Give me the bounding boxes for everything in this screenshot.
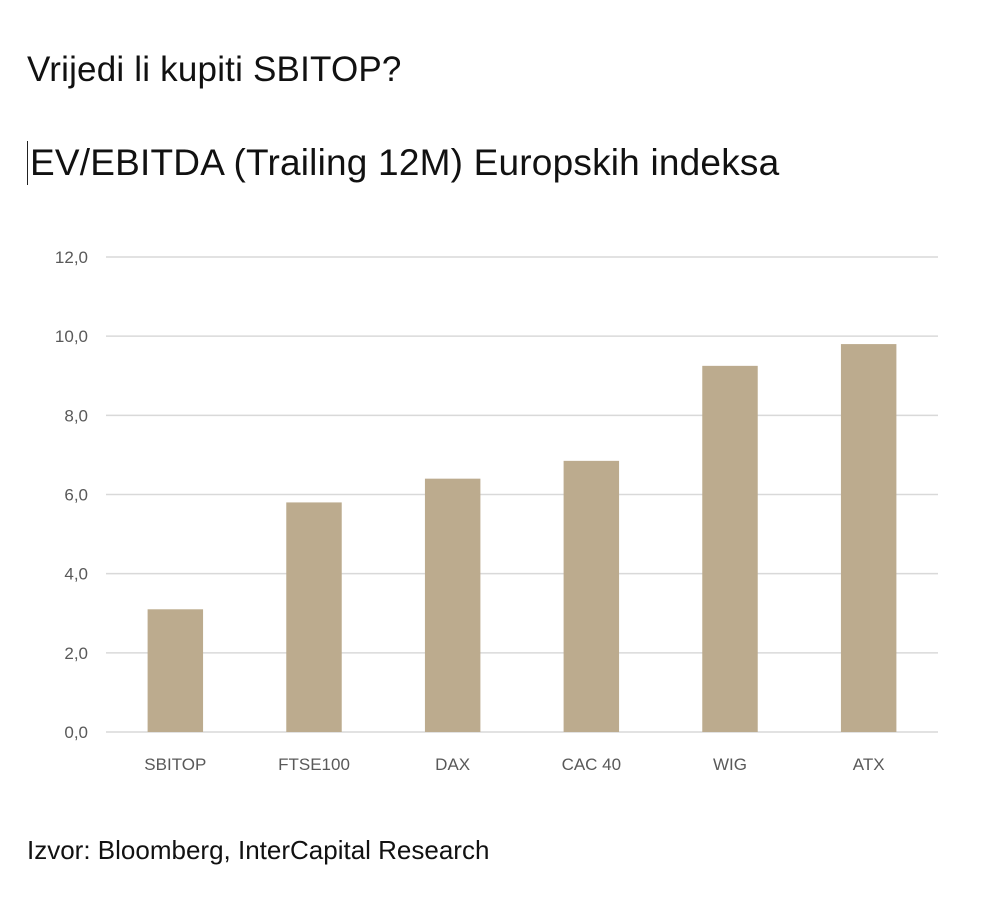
gridlines: [106, 256, 938, 733]
x-tick-label: FTSE100: [278, 755, 350, 774]
x-tick-label: SBITOP: [144, 755, 206, 774]
page-title: Vrijedi li kupiti SBITOP?: [27, 50, 402, 89]
y-axis-tick-labels: 0,0 2,0 4,0 6,0 8,0 10,0 12,0: [55, 248, 88, 742]
source-note: Izvor: Bloomberg, InterCapital Research: [27, 835, 490, 865]
bars: [147, 344, 897, 732]
x-axis-tick-labels: SBITOP FTSE100 DAX CAC 40 WIG ATX: [144, 755, 884, 774]
x-tick-label: CAC 40: [562, 755, 622, 774]
bar-ftse100: [286, 502, 342, 732]
bar-wig: [702, 365, 758, 732]
y-tick-label: 8,0: [64, 406, 88, 425]
text-cursor: [27, 141, 28, 186]
x-tick-label: DAX: [435, 755, 470, 774]
y-tick-label: 6,0: [64, 486, 88, 505]
y-tick-label: 10,0: [55, 327, 88, 346]
bar-cac-40: [563, 460, 620, 732]
bar-chart: 0,0 2,0 4,0 6,0 8,0 10,0 12,0 SBITOP FTSE100 DAX…: [55, 248, 938, 774]
bar-dax: [424, 478, 481, 732]
y-tick-label: 0,0: [64, 723, 88, 742]
chart-title-text: EV/EBITDA (Trailing 12M) Europskih indek…: [30, 142, 780, 183]
bar-atx: [840, 344, 897, 732]
y-tick-label: 12,0: [55, 248, 88, 267]
bar-sbitop: [147, 609, 204, 732]
chart-title: EV/EBITDA (Trailing 12M) Europskih indek…: [27, 141, 780, 187]
x-tick-label: WIG: [713, 755, 747, 774]
x-tick-label: ATX: [853, 755, 885, 774]
y-tick-label: 2,0: [64, 644, 88, 663]
y-tick-label: 4,0: [64, 565, 88, 584]
